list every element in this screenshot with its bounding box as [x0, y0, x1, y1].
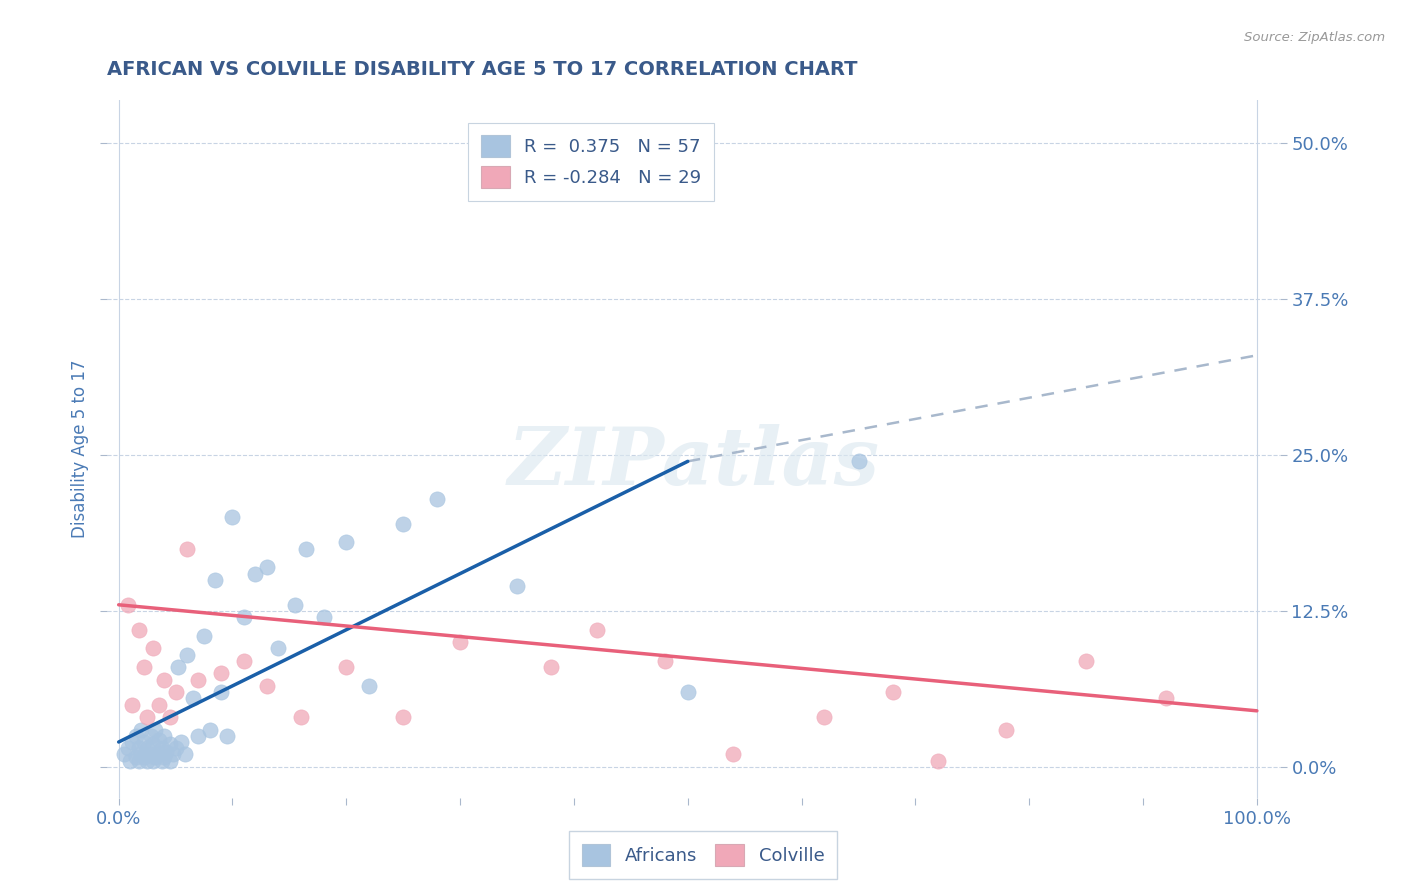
Point [1154, 691, 1177, 706]
Point [813, 710, 835, 724]
Point [139, 729, 162, 743]
Point [173, 747, 195, 762]
Point [312, 610, 335, 624]
Point [153, 673, 176, 687]
Point [995, 723, 1018, 737]
Point [176, 648, 198, 662]
Point [148, 698, 170, 712]
Point [245, 566, 267, 581]
Point [209, 685, 232, 699]
Point [654, 654, 676, 668]
Point [131, 723, 153, 737]
Point [506, 579, 529, 593]
Point [723, 747, 745, 762]
Point [136, 710, 159, 724]
Point [132, 660, 155, 674]
Point [148, 732, 170, 747]
Point [290, 710, 312, 724]
Point [128, 754, 150, 768]
Point [153, 729, 176, 743]
Point [162, 747, 184, 762]
Point [585, 623, 607, 637]
Point [209, 666, 232, 681]
Point [927, 754, 949, 768]
Point [676, 685, 699, 699]
Point [142, 641, 165, 656]
Point [120, 754, 142, 768]
Point [232, 654, 254, 668]
Point [392, 710, 415, 724]
Point [392, 516, 415, 531]
Point [165, 685, 187, 699]
Text: Source: ZipAtlas.com: Source: ZipAtlas.com [1244, 31, 1385, 45]
Point [139, 747, 162, 762]
Point [215, 729, 238, 743]
Point [117, 598, 139, 612]
Point [198, 723, 221, 737]
Point [267, 641, 290, 656]
Point [159, 710, 181, 724]
Point [148, 747, 170, 762]
Point [540, 660, 562, 674]
Point [256, 560, 278, 574]
Point [204, 573, 226, 587]
Point [150, 741, 173, 756]
Point [295, 541, 318, 556]
Text: AFRICAN VS COLVILLE DISABILITY AGE 5 TO 17 CORRELATION CHART: AFRICAN VS COLVILLE DISABILITY AGE 5 TO … [107, 60, 858, 78]
Point [181, 691, 204, 706]
Point [426, 491, 449, 506]
Point [882, 685, 904, 699]
Point [121, 698, 143, 712]
Point [170, 735, 193, 749]
Point [848, 454, 870, 468]
Point [335, 660, 357, 674]
Point [167, 660, 190, 674]
Y-axis label: Disability Age 5 to 17: Disability Age 5 to 17 [72, 359, 89, 538]
Point [187, 729, 209, 743]
Point [165, 741, 187, 756]
Point [256, 679, 278, 693]
Point [359, 679, 381, 693]
Point [132, 750, 155, 764]
Point [143, 723, 166, 737]
Point [449, 635, 471, 649]
Point [335, 535, 357, 549]
Point [132, 735, 155, 749]
Point [112, 747, 135, 762]
Point [117, 741, 139, 756]
Point [284, 598, 307, 612]
Point [128, 623, 150, 637]
Point [136, 754, 159, 768]
Point [125, 729, 148, 743]
Point [159, 754, 181, 768]
Point [221, 510, 243, 524]
Point [121, 735, 143, 749]
Point [176, 541, 198, 556]
Point [142, 754, 165, 768]
Legend: Africans, Colville: Africans, Colville [569, 831, 837, 879]
Point [1076, 654, 1098, 668]
Legend: R =  0.375   N = 57, R = -0.284   N = 29: R = 0.375 N = 57, R = -0.284 N = 29 [468, 122, 714, 201]
Point [187, 673, 209, 687]
Point [193, 629, 215, 643]
Point [153, 750, 176, 764]
Point [155, 745, 177, 759]
Point [159, 738, 181, 752]
Point [232, 610, 254, 624]
Point [150, 754, 173, 768]
Point [143, 750, 166, 764]
Point [136, 741, 159, 756]
Point [128, 741, 150, 756]
Point [125, 750, 148, 764]
Text: ZIPatlas: ZIPatlas [508, 424, 880, 501]
Point [142, 738, 165, 752]
Point [131, 747, 153, 762]
